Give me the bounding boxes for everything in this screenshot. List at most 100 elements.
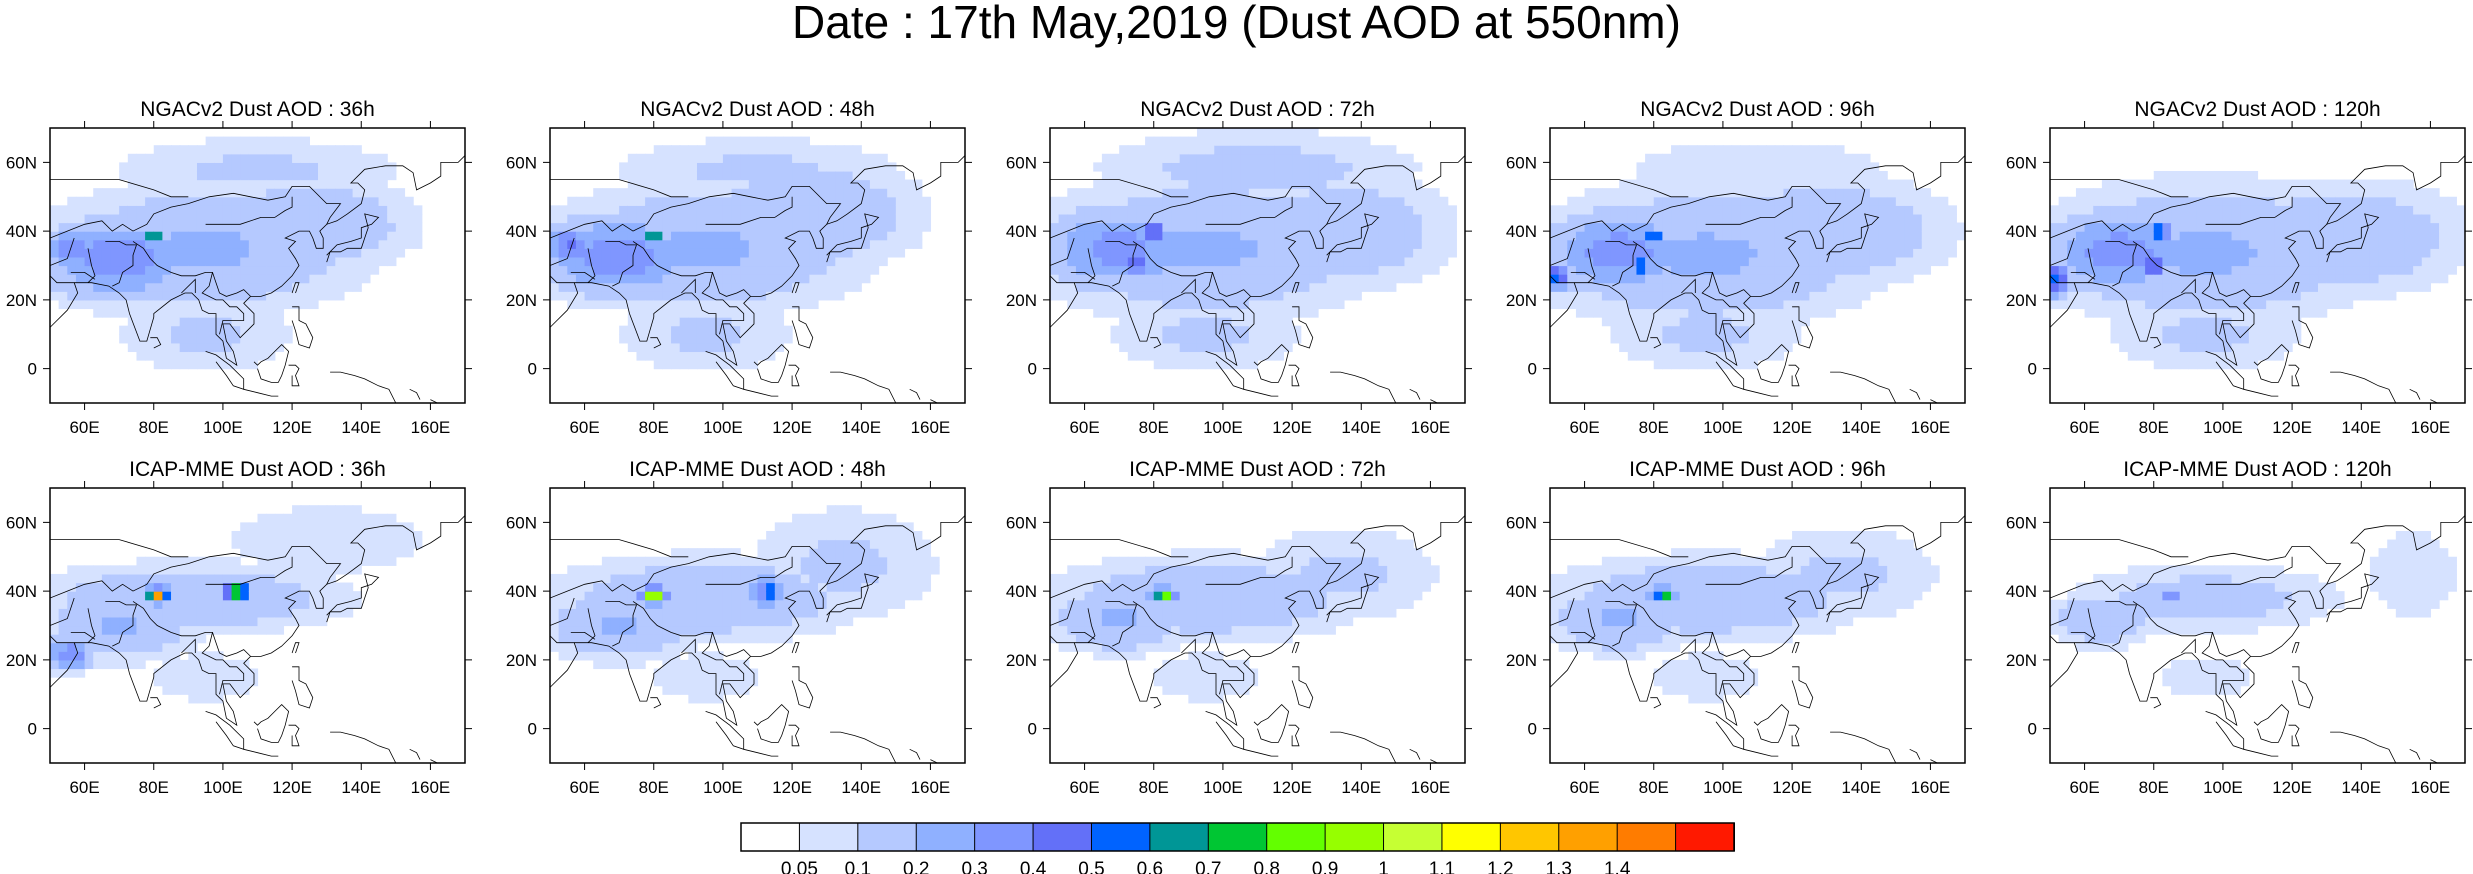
aod-cell (1783, 308, 1793, 318)
aod-cell (1084, 265, 1094, 275)
aod-cell (110, 625, 120, 635)
aod-cell (696, 145, 707, 155)
aod-cell (1326, 256, 1336, 267)
aod-cell (2231, 170, 2241, 181)
aod-cell (318, 282, 328, 292)
aod-cell (1774, 213, 1785, 224)
aod-cell (843, 231, 854, 241)
aod-cell (800, 213, 810, 224)
aod-cell (783, 196, 793, 206)
aod-cell (75, 573, 86, 584)
aod-cell (1421, 248, 1432, 258)
coastline (1605, 240, 1638, 287)
aod-cell (1619, 231, 1629, 241)
aod-cell (766, 265, 776, 275)
aod-cell (627, 153, 638, 163)
aod-cell (800, 299, 810, 310)
aod-cell (413, 231, 423, 241)
aod-cell (1179, 299, 1189, 310)
coastline (2132, 241, 2251, 297)
aod-cell (2292, 248, 2302, 258)
aod-cell (2395, 213, 2406, 224)
aod-cell (714, 308, 724, 318)
aod-cell (1843, 196, 1854, 206)
aod-cell (722, 274, 733, 284)
aod-cell (2318, 308, 2328, 318)
aod-cell (1869, 213, 1880, 224)
aod-cell (1127, 153, 1138, 163)
aod-cell (58, 616, 68, 627)
aod-cell (248, 342, 259, 353)
aod-cell (292, 239, 302, 249)
aod-cell (1214, 205, 1224, 215)
aod-cell (2404, 188, 2414, 198)
aod-cell (127, 342, 138, 353)
aod-cell (1835, 205, 1845, 215)
aod-cell (1843, 265, 1854, 275)
aod-cell (1318, 248, 1328, 258)
aod-cell (127, 299, 138, 310)
aod-cell (153, 317, 163, 327)
aod-cell (179, 265, 189, 275)
aod-cell (2145, 351, 2155, 361)
aod-cell (679, 188, 689, 198)
aod-cell (2309, 291, 2319, 301)
aod-cell (266, 153, 276, 163)
aod-cell (145, 308, 155, 318)
aod-cell (222, 556, 233, 566)
aod-cell (688, 360, 698, 370)
aod-cell (1283, 145, 1293, 155)
aod-cell (774, 334, 785, 344)
aod-cell (145, 342, 155, 353)
aod-cell (309, 213, 319, 224)
aod-cell (1179, 282, 1189, 292)
aod-cell (1387, 231, 1397, 241)
aod-cell (843, 170, 854, 181)
aod-cell (2352, 274, 2362, 284)
aod-cell (1119, 205, 1129, 215)
aod-cell (179, 599, 189, 609)
aod-cell (1257, 196, 1267, 206)
aod-cell (231, 539, 241, 549)
aod-cell (1696, 170, 1707, 181)
aod-cell (1248, 179, 1259, 189)
aod-cell (696, 179, 707, 189)
aod-cell (645, 308, 655, 318)
aod-cell (2257, 213, 2267, 224)
aod-cell (1145, 256, 1155, 267)
aod-cell (1430, 188, 1440, 198)
aod-cell (171, 179, 181, 189)
aod-cell (904, 205, 914, 215)
coastlines (1550, 155, 1965, 403)
aod-cell (75, 291, 86, 301)
aod-cell (1869, 231, 1880, 241)
aod-cell (662, 325, 672, 335)
aod-cell (2179, 248, 2189, 258)
aod-cell (1558, 239, 1568, 249)
aod-cell (162, 308, 172, 318)
aod-cell (1688, 274, 1698, 284)
aod-cell (1335, 222, 1345, 232)
aod-cell (705, 222, 715, 232)
aod-cell (1757, 308, 1767, 318)
aod-cell (1619, 205, 1629, 215)
aod-cell (1395, 239, 1406, 249)
aod-cell (153, 573, 163, 584)
aod-cell (1947, 239, 1957, 249)
aod-cell (93, 308, 103, 318)
aod-cell (2456, 256, 2465, 267)
aod-cell (1153, 170, 1163, 181)
aod-cell (1748, 162, 1759, 172)
aod-cell (300, 136, 310, 146)
aod-cell (869, 239, 880, 249)
aod-cell (127, 205, 138, 215)
aod-cell (188, 222, 198, 232)
aod-cell (1447, 222, 1457, 232)
aod-cell (309, 179, 319, 189)
aod-cell (575, 231, 586, 241)
aod-cell (266, 239, 276, 249)
aod-cell (671, 325, 681, 335)
aod-cell (748, 162, 759, 172)
dust-aod-field (1050, 128, 1457, 370)
aod-cell (653, 256, 663, 267)
